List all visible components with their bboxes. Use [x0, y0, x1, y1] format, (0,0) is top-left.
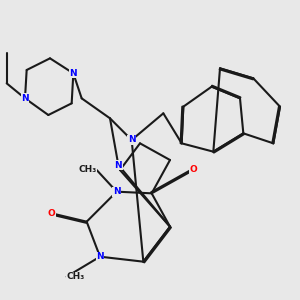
Text: N: N — [113, 187, 121, 196]
Text: N: N — [128, 136, 136, 145]
Text: N: N — [96, 252, 104, 261]
Text: N: N — [70, 69, 77, 78]
Text: N: N — [21, 94, 29, 103]
Text: O: O — [190, 166, 197, 175]
Text: CH₃: CH₃ — [67, 272, 85, 281]
Text: CH₃: CH₃ — [78, 166, 97, 175]
Text: O: O — [48, 209, 56, 218]
Text: N: N — [115, 160, 122, 169]
